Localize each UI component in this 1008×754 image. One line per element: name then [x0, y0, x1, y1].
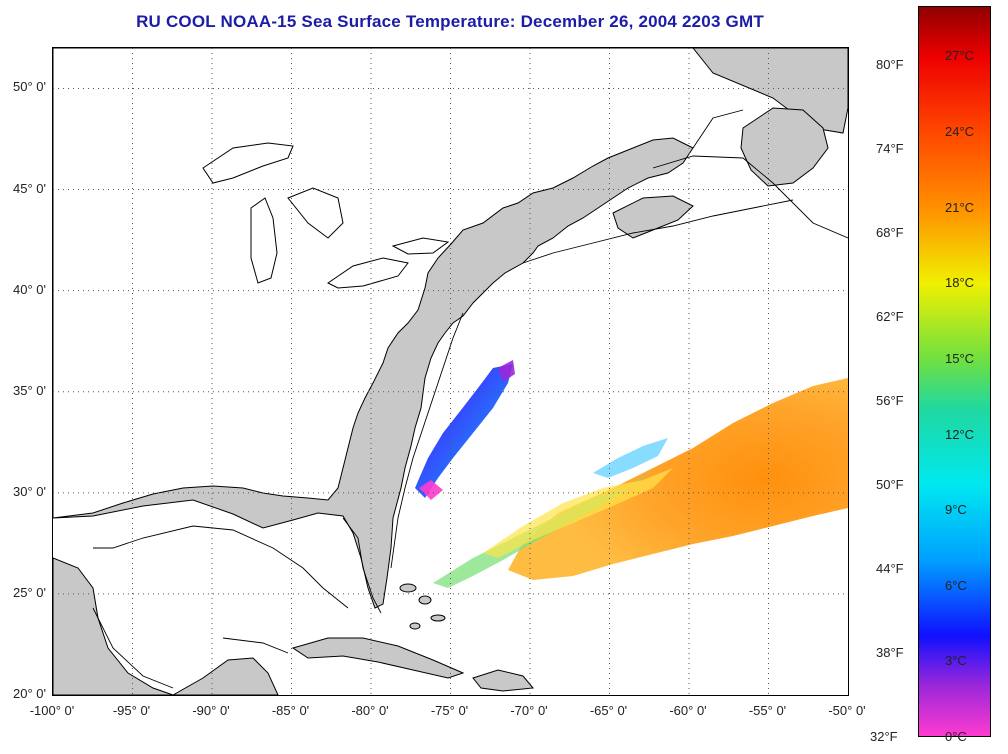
longitude-label: -65° 0': [589, 703, 628, 718]
land-yucatan: [171, 657, 279, 695]
latitude-label: 40° 0': [13, 281, 46, 297]
map-title: RU COOL NOAA-15 Sea Surface Temperature:…: [136, 12, 764, 31]
shelf-contours: [92, 109, 848, 689]
fahrenheit-label: 50°F: [876, 476, 904, 492]
temperature-color-bar: [918, 6, 991, 737]
land-bahamas: [399, 583, 446, 630]
longitude-label: -70° 0': [510, 703, 548, 718]
fahrenheit-label: 32°F: [870, 729, 898, 744]
great-lakes: [202, 142, 450, 289]
map-canvas: [53, 48, 848, 695]
land-cuba: [291, 637, 465, 679]
fahrenheit-label: 74°F: [876, 140, 904, 156]
celsius-label: 15°C: [945, 350, 975, 366]
celsius-label: 3°C: [945, 653, 967, 669]
longitude-label: -50° 0': [828, 703, 866, 718]
longitude-label: -90° 0': [192, 703, 230, 718]
latitude-label: 20° 0': [13, 686, 46, 701]
latitude-label: 25° 0': [13, 584, 46, 600]
celsius-label: 12°C: [945, 426, 975, 442]
fahrenheit-label: 68°F: [876, 224, 904, 240]
land-newfoundland: [740, 107, 829, 187]
longitude-label: -95° 0': [112, 703, 151, 718]
sst-map: [52, 47, 849, 696]
graticule: [53, 48, 848, 695]
latitude-label: 50° 0': [13, 79, 46, 95]
longitude-label: -80° 0': [351, 703, 389, 718]
fahrenheit-label: 80°F: [876, 56, 904, 72]
celsius-label: 18°C: [945, 275, 975, 291]
celsius-label: 6°C: [945, 577, 967, 593]
celsius-label: 27°C: [945, 48, 975, 64]
celsius-label: 9°C: [945, 502, 967, 518]
fahrenheit-label: 44°F: [876, 560, 904, 576]
land-mexico: [53, 557, 174, 695]
celsius-label: 21°C: [945, 199, 975, 215]
celsius-label: 0°C: [945, 729, 967, 744]
sst-swath: [415, 360, 848, 588]
land-nova-scotia: [612, 195, 694, 239]
fahrenheit-label: 38°F: [876, 644, 904, 660]
latitude-label: 30° 0': [13, 483, 46, 499]
fahrenheit-label: 62°F: [876, 308, 904, 324]
longitude-label: -60° 0': [669, 703, 707, 718]
longitude-label: -100° 0': [29, 703, 75, 718]
longitude-label: -85° 0': [271, 703, 310, 718]
latitude-label: 45° 0': [13, 180, 46, 196]
fahrenheit-label: 56°F: [876, 392, 904, 408]
land-hispaniola: [472, 669, 534, 692]
celsius-label: 24°C: [945, 124, 975, 140]
longitude-label: -75° 0': [430, 703, 469, 718]
longitude-label: -55° 0': [748, 703, 787, 718]
latitude-label: 35° 0': [13, 382, 46, 398]
